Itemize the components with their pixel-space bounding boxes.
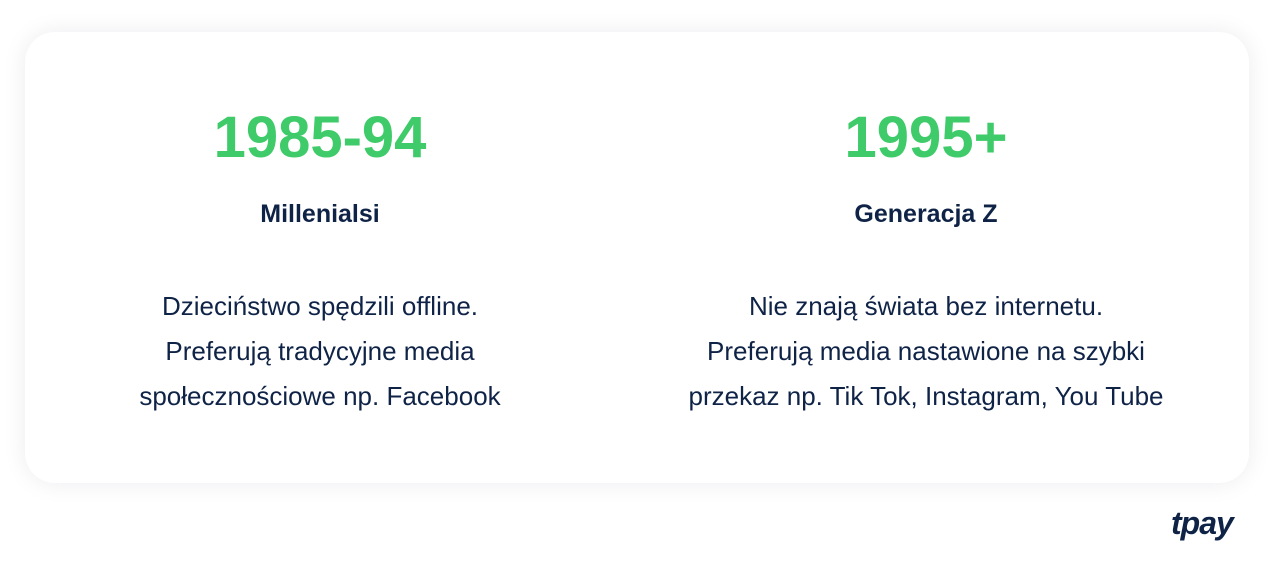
generation-title: Millenialsi bbox=[260, 200, 380, 228]
description-line: Preferują tradycyjne media bbox=[165, 336, 475, 366]
description-line: społecznościowe np. Facebook bbox=[139, 381, 501, 411]
info-card: 1985-94 Millenialsi Dzieciństwo spędzili… bbox=[25, 32, 1249, 483]
description-line: przekaz np. Tik Tok, Instagram, You Tube bbox=[688, 381, 1164, 411]
generation-title: Generacja Z bbox=[854, 200, 998, 228]
description-line: Preferują media nastawione na szybki bbox=[707, 336, 1145, 366]
description-line: Dzieciństwo spędzili offline. bbox=[162, 291, 478, 321]
year-range: 1995+ bbox=[844, 105, 1008, 170]
description-line: Nie znają świata bez internetu. bbox=[748, 291, 1104, 321]
generation-description: Nie znają świata bez internetu. Preferuj… bbox=[646, 284, 1206, 419]
generation-description: Dzieciństwo spędzili offline. Preferują … bbox=[40, 284, 600, 419]
tpay-logo: tpay bbox=[1171, 505, 1234, 541]
year-range: 1985-94 bbox=[213, 105, 427, 170]
